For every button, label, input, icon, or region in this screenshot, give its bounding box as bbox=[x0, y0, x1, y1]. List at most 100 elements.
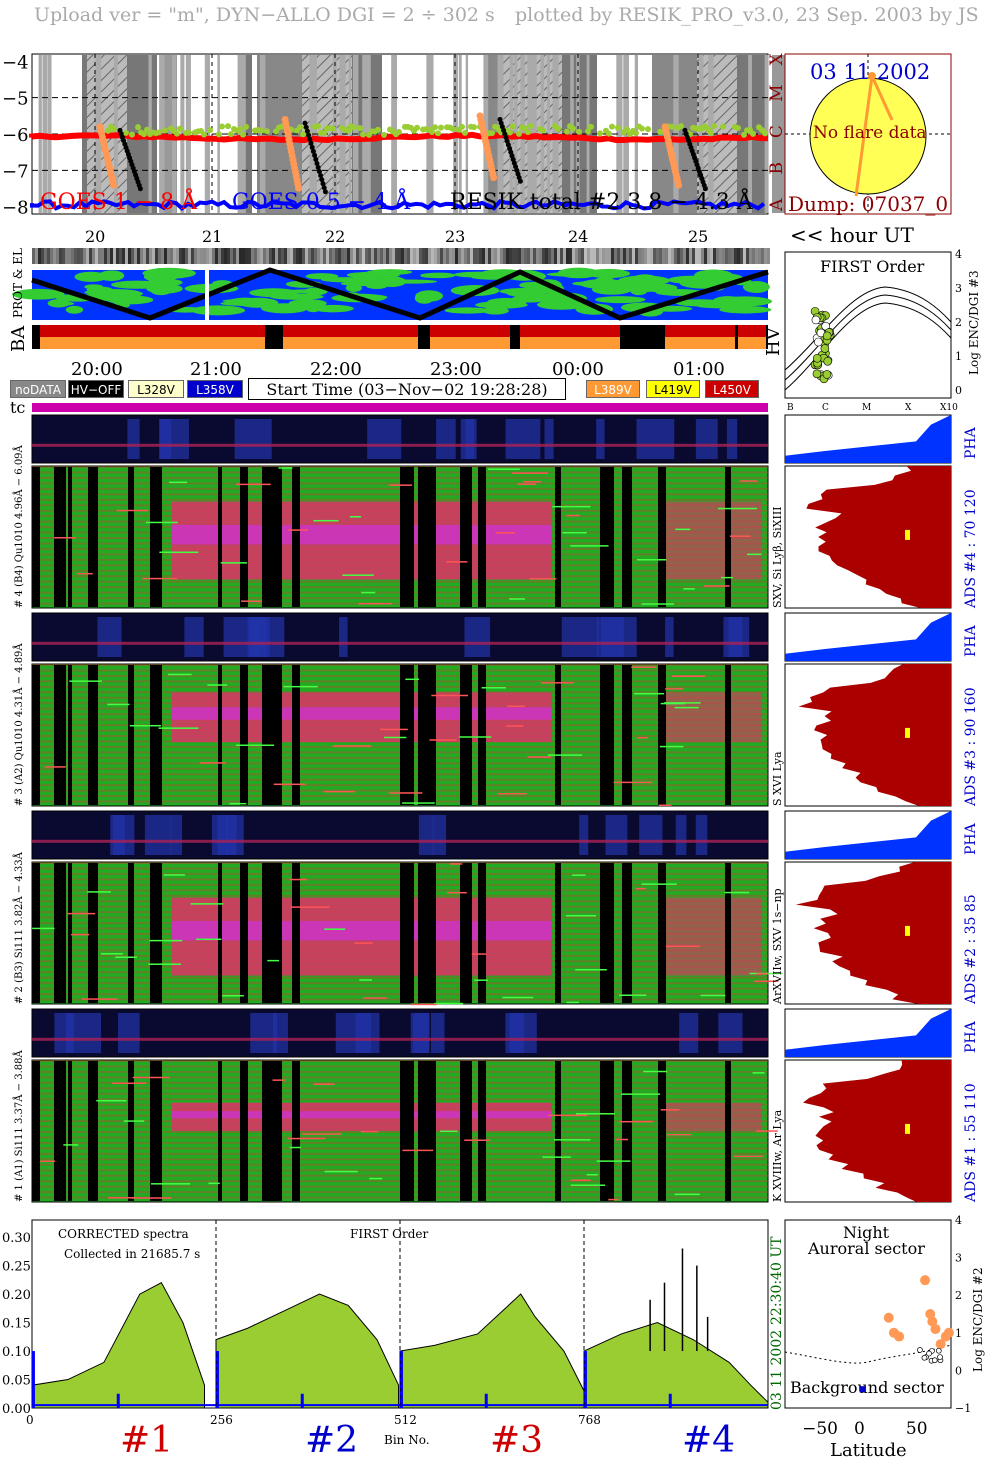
resik-point bbox=[300, 131, 306, 138]
spectrogram-streak bbox=[199, 762, 226, 764]
spectrogram-gap bbox=[478, 665, 486, 805]
spectrum-channel-label: #4 bbox=[682, 1420, 735, 1461]
resik-point bbox=[375, 126, 381, 133]
spectrogram-gap bbox=[400, 665, 414, 805]
spectrogram-streak bbox=[107, 703, 130, 706]
pha-label: PHA bbox=[963, 624, 979, 657]
auroral-point bbox=[920, 1275, 931, 1286]
line-id-label: K XVIIIw, Ar Lya bbox=[771, 1109, 784, 1202]
spectrogram-streak bbox=[207, 684, 228, 686]
hk-gray-cell bbox=[32, 248, 35, 264]
spectrogram-streak bbox=[522, 481, 541, 483]
hk-gray-cell bbox=[356, 248, 359, 264]
hk-gray-cell bbox=[164, 248, 167, 264]
goes-class-label: B bbox=[767, 162, 787, 175]
hk-gray-cell bbox=[80, 248, 83, 264]
spectrogram-gap bbox=[128, 467, 134, 607]
hk-gray-cell bbox=[44, 248, 47, 264]
hk-gray-cell bbox=[185, 248, 188, 264]
resik-point bbox=[219, 123, 225, 130]
spectrogram-streak bbox=[196, 938, 222, 941]
spectrogram-gap bbox=[32, 665, 40, 805]
hk-gray-cell bbox=[107, 248, 110, 264]
resik-dark-point bbox=[319, 177, 325, 183]
spectrogram-streak bbox=[664, 702, 701, 704]
spectrogram-streak bbox=[332, 745, 372, 747]
spectrogram-gap bbox=[622, 863, 632, 1003]
spectrogram-gap bbox=[292, 665, 300, 805]
goes-class-label: A bbox=[767, 198, 787, 212]
spectrogram-streak bbox=[733, 1155, 763, 1158]
latitude-panel: Night Auroral sector Background sector L… bbox=[784, 1214, 985, 1461]
hk-prot-blob bbox=[626, 286, 652, 293]
tc-strip bbox=[32, 403, 768, 412]
resik-flare-point bbox=[110, 181, 118, 189]
hk-gray-cell bbox=[389, 248, 392, 264]
resik-point bbox=[762, 130, 768, 137]
hk-gray-cell bbox=[62, 248, 65, 264]
hk-gray-cell bbox=[737, 248, 740, 264]
hk-gray-cell bbox=[605, 248, 608, 264]
hk-gray-cell bbox=[440, 248, 443, 264]
hk-prot-blob bbox=[475, 301, 528, 309]
hk-gray-cell bbox=[638, 248, 641, 264]
sun-date: 03 11 2002 bbox=[810, 60, 930, 84]
hk-gray-cell bbox=[65, 248, 68, 264]
ads-histogram bbox=[806, 466, 951, 608]
spectrogram-streak bbox=[32, 927, 55, 930]
hk-gray-cell bbox=[491, 248, 494, 264]
plotted-by-header: plotted by RESIK_PRO_v3.0, 23 Sep. 2003 … bbox=[515, 4, 979, 26]
spectrogram-gap bbox=[658, 665, 666, 805]
spectra-date: 03 11 2002 bbox=[769, 1330, 785, 1410]
legend-box-l358v: L358V bbox=[187, 380, 243, 398]
spectrogram-gap bbox=[128, 863, 134, 1003]
spectrogram-streak bbox=[721, 576, 734, 579]
resik-point bbox=[555, 125, 561, 132]
resik-point bbox=[315, 123, 321, 130]
spectrogram-streak bbox=[81, 998, 118, 1000]
hk-gray-cell bbox=[719, 248, 722, 264]
hk-gray-cell bbox=[188, 248, 191, 264]
hk-gray-cell bbox=[764, 248, 767, 264]
hk-gray-cell bbox=[755, 248, 758, 264]
hk-gray-cell bbox=[689, 248, 692, 264]
hk-gray-cell bbox=[506, 248, 509, 264]
first-order-xtick: C bbox=[822, 403, 829, 413]
resik-point bbox=[396, 128, 402, 135]
pha-blue-band bbox=[211, 815, 228, 855]
spectrogram-streak bbox=[145, 521, 178, 524]
goes-class-label: M bbox=[767, 84, 787, 101]
spectrogram-streak bbox=[575, 1113, 615, 1115]
hk-gray-cell bbox=[377, 248, 380, 264]
spectrogram-streak bbox=[552, 505, 591, 508]
legend-resik: RESIK total #2 3.8 − 4.3 Å bbox=[450, 187, 754, 215]
spectrogram-gap bbox=[32, 467, 40, 607]
hk-gray-cell bbox=[473, 248, 476, 264]
hk-gray-cell bbox=[743, 248, 746, 264]
pha-blue-band bbox=[144, 815, 172, 855]
pha-blue-band bbox=[726, 419, 738, 459]
hk-gray-cell bbox=[668, 248, 671, 264]
spectrogram-streak bbox=[659, 745, 684, 748]
resik-dark-point bbox=[318, 173, 324, 179]
spectrogram-streak bbox=[527, 756, 552, 758]
resik-point bbox=[228, 131, 234, 138]
pha-red-line bbox=[32, 1037, 768, 1041]
first-order-point bbox=[820, 344, 830, 353]
hk-gray-cell bbox=[539, 248, 542, 264]
hk-gray-cell bbox=[434, 248, 437, 264]
hk-ba-top bbox=[40, 325, 140, 337]
resik-point bbox=[750, 130, 756, 137]
hk-gray-cell bbox=[551, 248, 554, 264]
resik-point bbox=[237, 126, 243, 133]
hk-prot-blob bbox=[312, 304, 354, 313]
spectrogram-streak bbox=[548, 1114, 588, 1117]
spectrogram-streak bbox=[429, 739, 457, 741]
resik-point bbox=[351, 124, 357, 131]
hk-gray-cell bbox=[428, 248, 431, 264]
hk-gray-cell bbox=[584, 248, 587, 264]
spectrum-channel-label: #1 bbox=[120, 1420, 173, 1461]
hk-gray-cell bbox=[659, 248, 662, 264]
resik-point bbox=[345, 127, 351, 134]
spectrogram-gap bbox=[460, 467, 472, 607]
